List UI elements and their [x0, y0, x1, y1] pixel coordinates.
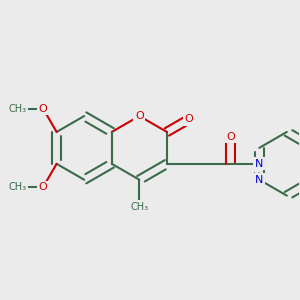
- Text: O: O: [226, 132, 235, 142]
- Text: CH₃: CH₃: [8, 182, 27, 192]
- Text: O: O: [135, 111, 144, 121]
- Text: O: O: [184, 114, 194, 124]
- Text: O: O: [39, 103, 47, 113]
- Text: N: N: [255, 175, 263, 185]
- Text: O: O: [39, 182, 47, 192]
- Text: H: H: [254, 172, 261, 182]
- Text: CH₃: CH₃: [130, 202, 148, 212]
- Text: N: N: [255, 159, 263, 169]
- Text: CH₃: CH₃: [8, 103, 27, 113]
